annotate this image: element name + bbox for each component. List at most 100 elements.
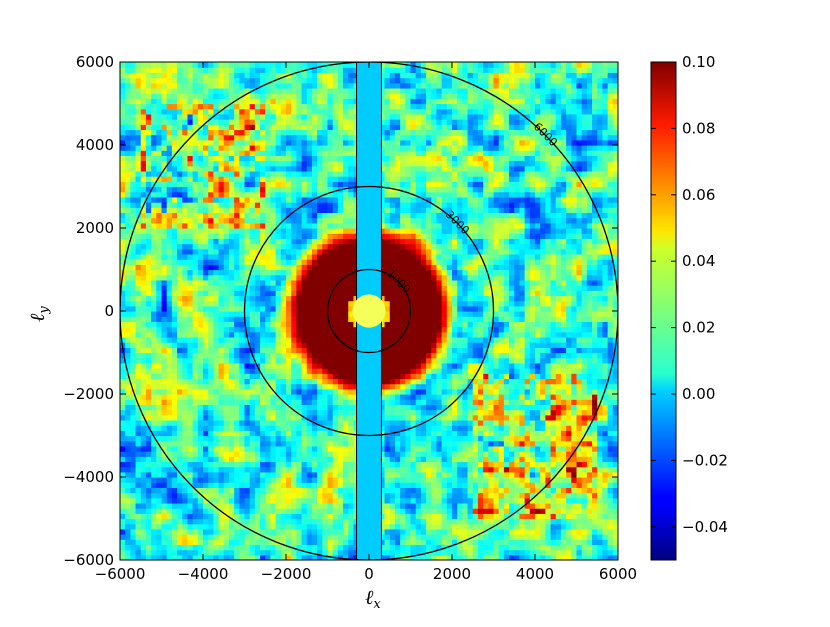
heatmap-cell [431,492,438,499]
heatmap-cell [477,394,484,400]
heatmap-cell [156,368,163,374]
heatmap-cell [420,378,427,385]
heatmap-cell [467,357,474,364]
heatmap-cell [405,394,412,400]
heatmap-cell [503,347,510,354]
heatmap-cell [187,523,194,530]
heatmap-cell [550,456,557,463]
heatmap-cell [166,404,173,411]
heatmap-cell [228,378,235,385]
heatmap-cell [540,425,546,431]
heatmap-cell [426,508,432,514]
heatmap-cell [441,534,448,540]
heatmap-cell [218,539,225,546]
heatmap-cell [431,316,438,322]
heatmap-cell [249,311,256,317]
heatmap-cell [203,331,209,338]
heatmap-cell [597,352,604,359]
heatmap-cell [208,352,214,359]
heatmap-cell [161,534,168,540]
heatmap-cell [166,471,173,478]
heatmap-cell [228,451,235,457]
heatmap-cell [436,388,443,395]
heatmap-cell [151,523,157,530]
heatmap-cell [540,331,546,338]
heatmap-cell [457,300,463,307]
heatmap-cell [560,440,567,447]
heatmap-cell [327,305,334,312]
heatmap-cell [540,487,546,494]
heatmap-cell [426,419,432,426]
heatmap-cell [135,419,142,426]
heatmap-cell [322,456,329,463]
heatmap-cell [514,378,521,385]
heatmap-cell [332,487,339,494]
heatmap-cell [483,497,489,504]
heatmap-cell [560,477,567,483]
heatmap-cell [291,399,297,405]
heatmap-cell [166,466,173,473]
heatmap-cell [457,518,463,525]
heatmap-cell [493,508,500,514]
heatmap-cell [151,347,157,354]
heatmap-cell [244,305,251,312]
heatmap-cell [415,430,422,437]
heatmap-cell [612,539,618,546]
heatmap-cell [607,316,614,322]
heatmap-cell [177,321,183,328]
heatmap-cell [348,466,355,473]
heatmap-cell [120,445,126,452]
heatmap-cell [275,425,282,431]
heatmap-cell [581,342,588,348]
heatmap-cell [145,528,152,535]
heatmap-cell [384,362,391,369]
heatmap-cell [228,497,235,504]
heatmap-cell [249,347,256,354]
heatmap-cell [322,440,329,447]
heatmap-cell [410,492,417,499]
heatmap-cell [612,388,618,395]
heatmap-cell [420,523,427,530]
heatmap-cell [509,414,515,421]
heatmap-cell [322,518,329,525]
heatmap-cell [545,440,552,447]
heatmap-cell [436,316,443,322]
heatmap-cell [529,394,536,400]
heatmap-cell [228,316,235,322]
heatmap-cell [254,534,261,540]
heatmap-cell [498,368,505,374]
heatmap-cell [291,502,297,509]
heatmap-cell [415,347,422,354]
heatmap-cell [327,534,334,540]
heatmap-cell [208,466,214,473]
heatmap-cell [483,445,489,452]
heatmap-cell [197,549,204,556]
heatmap-cell [524,471,531,478]
heatmap-cell [135,518,142,525]
heatmap-cell [467,383,474,390]
heatmap-cell [545,373,552,380]
heatmap-cell [498,425,505,431]
heatmap-cell [571,409,578,416]
heatmap-cell [156,539,163,546]
heatmap-cell [234,414,240,421]
heatmap-cell [586,528,593,535]
heatmap-cell [581,326,588,333]
heatmap-cell [477,451,484,457]
heatmap-cell [145,487,152,494]
heatmap-cell [576,508,583,514]
heatmap-cell [234,316,240,322]
heatmap-cell [384,534,391,540]
heatmap-cell [571,497,578,504]
heatmap-cell [410,513,417,520]
heatmap-cell [296,419,303,426]
heatmap-cell [301,316,308,322]
heatmap-cell [348,326,355,333]
heatmap-cell [166,414,173,421]
heatmap-cell [535,383,541,390]
heatmap-cell [415,425,422,431]
heatmap-cell [343,466,349,473]
heatmap-cell [140,342,147,348]
heatmap-cell [197,477,204,483]
heatmap-cell [576,368,583,374]
